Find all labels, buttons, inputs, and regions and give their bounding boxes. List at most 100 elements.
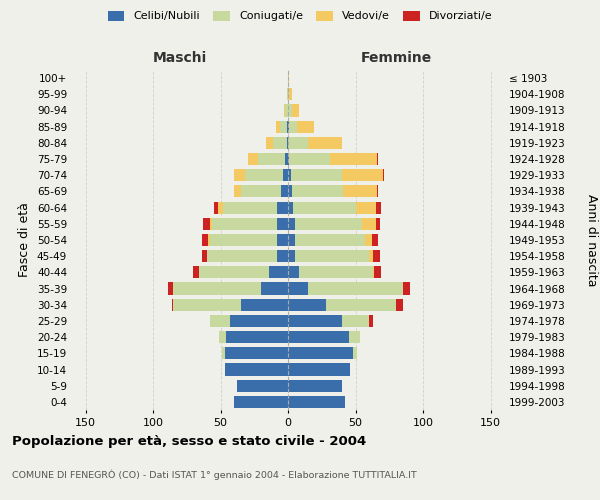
Bar	[214, 202, 218, 213]
Bar	[377, 153, 379, 165]
Bar	[373, 250, 380, 262]
Bar	[365, 234, 372, 246]
Bar	[288, 331, 349, 343]
Bar	[299, 266, 373, 278]
Bar	[288, 315, 342, 327]
Bar	[288, 348, 353, 360]
Bar	[273, 137, 287, 149]
Bar	[193, 266, 199, 278]
Bar	[383, 169, 384, 181]
Bar	[226, 331, 288, 343]
Bar	[172, 298, 173, 311]
Bar	[202, 234, 208, 246]
Bar	[277, 218, 288, 230]
Bar	[168, 282, 173, 294]
Bar	[292, 104, 299, 117]
Bar	[277, 250, 288, 262]
Bar	[376, 218, 380, 230]
Bar	[369, 315, 373, 327]
Bar	[276, 120, 280, 132]
Bar	[286, 104, 288, 117]
Bar	[266, 137, 273, 149]
Bar	[199, 266, 269, 278]
Bar	[208, 234, 210, 246]
Bar	[289, 88, 292, 101]
Bar	[269, 266, 288, 278]
Bar	[288, 202, 293, 213]
Bar	[284, 104, 286, 117]
Bar	[330, 153, 377, 165]
Bar	[223, 202, 277, 213]
Bar	[287, 120, 288, 132]
Bar	[342, 169, 383, 181]
Bar	[218, 202, 223, 213]
Bar	[342, 315, 369, 327]
Bar	[236, 380, 288, 392]
Bar	[355, 202, 376, 213]
Bar	[376, 202, 381, 213]
Bar	[286, 153, 288, 165]
Bar	[288, 137, 308, 149]
Bar	[224, 364, 288, 376]
Bar	[288, 364, 350, 376]
Bar	[207, 250, 277, 262]
Bar	[374, 266, 381, 278]
Bar	[210, 234, 277, 246]
Bar	[377, 186, 379, 198]
Bar	[280, 120, 287, 132]
Bar	[362, 218, 376, 230]
Text: Popolazione per età, sesso e stato civile - 2004: Popolazione per età, sesso e stato civil…	[12, 435, 366, 448]
Bar	[326, 298, 396, 311]
Bar	[343, 186, 377, 198]
Bar	[288, 396, 344, 408]
Bar	[288, 72, 289, 84]
Bar	[287, 137, 288, 149]
Bar	[210, 315, 230, 327]
Bar	[203, 218, 210, 230]
Bar	[308, 282, 403, 294]
Bar	[281, 186, 288, 198]
Text: COMUNE DI FENEGRÒ (CO) - Dati ISTAT 1° gennaio 2004 - Elaborazione TUTTITALIA.IT: COMUNE DI FENEGRÒ (CO) - Dati ISTAT 1° g…	[12, 470, 417, 480]
Bar	[210, 218, 212, 230]
Bar	[288, 282, 308, 294]
Bar	[290, 169, 342, 181]
Bar	[288, 298, 326, 311]
Bar	[289, 120, 298, 132]
Y-axis label: Anni di nascita: Anni di nascita	[585, 194, 598, 286]
Bar	[288, 88, 289, 101]
Bar	[288, 153, 289, 165]
Bar	[372, 234, 379, 246]
Bar	[288, 104, 292, 117]
Bar	[288, 186, 292, 198]
Text: Femmine: Femmine	[361, 51, 431, 65]
Bar	[349, 331, 359, 343]
Bar	[173, 298, 241, 311]
Bar	[288, 120, 289, 132]
Bar	[234, 396, 288, 408]
Bar	[288, 218, 295, 230]
Bar	[224, 348, 288, 360]
Bar	[288, 250, 295, 262]
Bar	[403, 282, 409, 294]
Bar	[295, 218, 362, 230]
Bar	[289, 153, 330, 165]
Bar	[298, 120, 314, 132]
Bar	[277, 234, 288, 246]
Bar	[259, 153, 286, 165]
Bar	[293, 202, 355, 213]
Bar	[202, 250, 207, 262]
Bar	[369, 250, 373, 262]
Bar	[219, 331, 226, 343]
Bar	[283, 169, 288, 181]
Bar	[173, 282, 261, 294]
Bar	[288, 234, 295, 246]
Bar	[241, 298, 288, 311]
Bar	[261, 282, 288, 294]
Bar	[308, 137, 342, 149]
Bar	[288, 266, 299, 278]
Bar	[287, 88, 288, 101]
Bar	[353, 348, 357, 360]
Legend: Celibi/Nubili, Coniugati/e, Vedovi/e, Divorziati/e: Celibi/Nubili, Coniugati/e, Vedovi/e, Di…	[108, 10, 492, 22]
Bar	[245, 169, 283, 181]
Y-axis label: Fasce di età: Fasce di età	[19, 202, 31, 278]
